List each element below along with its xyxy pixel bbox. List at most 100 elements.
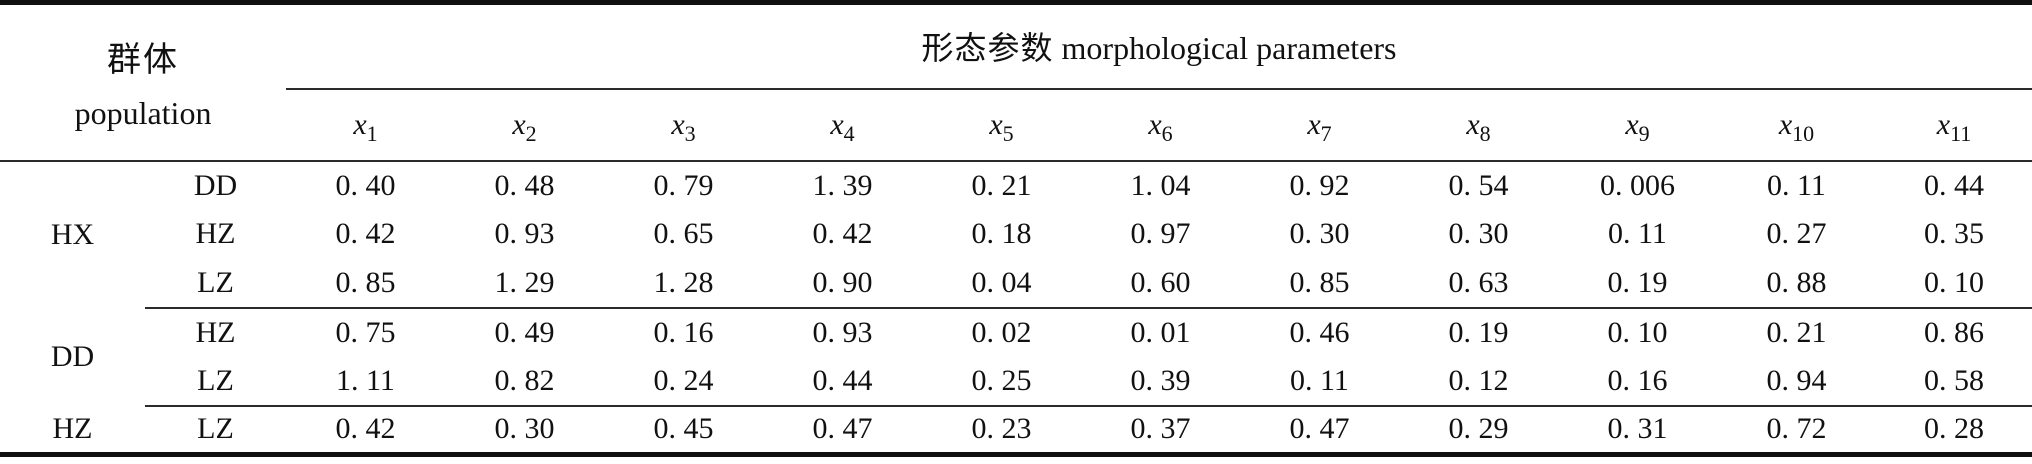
table-row: LZ 0. 85 1. 29 1. 28 0. 90 0. 04 0. 60 0… xyxy=(0,258,2032,309)
value-cell: 0. 85 xyxy=(286,258,445,309)
value-cell: 0. 11 xyxy=(1767,168,1826,202)
value-cell: 0. 27 xyxy=(1766,217,1827,250)
params-title-en: morphological parameters xyxy=(1061,30,1397,67)
value-cell: 0. 60 xyxy=(1081,258,1240,309)
table-row: DD HZ 0. 75 0. 49 0. 16 0. 93 0. 02 0. 0… xyxy=(0,308,2032,373)
value-cell: 0. 02 xyxy=(971,315,1032,349)
col-header-x8: x8 xyxy=(1399,88,1558,162)
value-cell: 0. 97 xyxy=(1130,217,1191,250)
col-header-x10: x10 xyxy=(1717,88,1876,162)
value-cell: 0. 92 xyxy=(1289,168,1350,202)
value-cell: 0. 18 xyxy=(971,217,1032,250)
value-cell: 0. 93 xyxy=(494,217,555,250)
params-title-cn: 形态参数 xyxy=(921,30,1054,67)
value-cell: 0. 94 xyxy=(1717,356,1876,407)
header-row-params: x1 x2 x3 x4 x5 x6 x7 x8 x9 x10 x11 xyxy=(0,88,2032,162)
value-cell: 0. 30 xyxy=(1289,217,1350,250)
value-cell: 0. 90 xyxy=(763,258,922,309)
value-cell: 0. 45 xyxy=(653,412,714,446)
value-cell: 1. 28 xyxy=(604,258,763,309)
value-cell: 0. 79 xyxy=(653,168,714,202)
table-row: HZ LZ 0. 42 0. 30 0. 45 0. 47 0. 23 0. 3… xyxy=(0,406,2032,455)
value-cell: 0. 48 xyxy=(494,168,555,202)
value-cell: 0. 01 xyxy=(1130,315,1191,349)
subgroup-label: HZ xyxy=(195,315,236,349)
value-cell: 0. 82 xyxy=(445,356,604,407)
value-cell: 1. 29 xyxy=(445,258,604,309)
group-column-header: 群体 population xyxy=(0,2,286,162)
value-cell: 0. 16 xyxy=(1558,356,1717,407)
value-cell: 0. 72 xyxy=(1766,412,1827,446)
value-cell: 0. 86 xyxy=(1924,315,1984,349)
value-cell: 0. 93 xyxy=(812,315,873,349)
subgroup-label: HZ xyxy=(195,217,236,250)
value-cell: 0. 39 xyxy=(1081,356,1240,407)
value-cell: 0. 42 xyxy=(335,217,396,250)
value-cell: 0. 49 xyxy=(494,315,555,349)
group-header-cn: 群体 xyxy=(107,42,179,80)
value-cell: 0. 25 xyxy=(922,356,1081,407)
value-cell: 0. 21 xyxy=(971,168,1032,202)
col-header-x4: x4 xyxy=(763,88,922,162)
value-cell: 1. 39 xyxy=(812,168,873,202)
value-cell: 0. 10 xyxy=(1607,315,1668,349)
value-cell: 0. 006 xyxy=(1600,168,1675,202)
col-header-x5: x5 xyxy=(922,88,1081,162)
col-header-x3: x3 xyxy=(604,88,763,162)
value-cell: 0. 37 xyxy=(1130,412,1191,446)
value-cell: 0. 21 xyxy=(1766,315,1827,349)
value-cell: 0. 85 xyxy=(1240,258,1399,309)
value-cell: 0. 19 xyxy=(1558,258,1717,309)
group-label-hz: HZ xyxy=(52,411,93,445)
col-header-x7: x7 xyxy=(1240,88,1399,162)
value-cell: 0. 88 xyxy=(1717,258,1876,309)
value-cell: 0. 04 xyxy=(922,258,1081,309)
value-cell: 0. 11 xyxy=(1240,356,1399,407)
table-row: LZ 1. 11 0. 82 0. 24 0. 44 0. 25 0. 39 0… xyxy=(0,356,2032,407)
value-cell: 0. 42 xyxy=(812,217,873,250)
header-row-title: 群体 population 形态参数 morphological paramet… xyxy=(0,2,2032,162)
value-cell: 0. 63 xyxy=(1399,258,1558,309)
group-header-en: population xyxy=(74,95,212,132)
value-cell: 0. 54 xyxy=(1448,168,1509,202)
value-cell: 0. 23 xyxy=(971,412,1032,446)
value-cell: 0. 24 xyxy=(604,356,763,407)
value-cell: 1. 04 xyxy=(1130,168,1191,202)
subgroup-label: DD xyxy=(193,168,238,202)
value-cell: 0. 46 xyxy=(1289,315,1350,349)
value-cell: 0. 10 xyxy=(1876,258,2032,309)
group-label-dd: DD xyxy=(50,339,95,373)
value-cell: 0. 40 xyxy=(335,168,396,202)
value-cell: 0. 31 xyxy=(1607,412,1668,446)
col-header-x6: x6 xyxy=(1081,88,1240,162)
value-cell: 0. 65 xyxy=(653,217,714,250)
col-header-x11: x11 xyxy=(1876,88,2032,162)
col-header-x2: x2 xyxy=(445,88,604,162)
table-row: HX DD 0. 40 0. 48 0. 79 1. 39 0. 21 1. 0… xyxy=(0,161,2032,251)
value-cell: 0. 29 xyxy=(1448,412,1509,446)
value-cell: 0. 16 xyxy=(653,315,714,349)
params-title: 形态参数 morphological parameters xyxy=(286,2,2032,90)
value-cell: 0. 35 xyxy=(1924,217,1984,250)
subgroup-label: LZ xyxy=(145,356,286,407)
value-cell: 1. 11 xyxy=(286,356,445,407)
group-label-hx: HX xyxy=(50,217,95,251)
value-cell: 0. 47 xyxy=(1289,412,1350,446)
value-cell: 0. 30 xyxy=(494,412,555,446)
value-cell: 0. 44 xyxy=(1924,168,1984,202)
value-cell: 0. 58 xyxy=(1876,356,2032,407)
value-cell: 0. 42 xyxy=(335,412,396,446)
col-header-x1: x1 xyxy=(286,88,445,162)
value-cell: 0. 12 xyxy=(1399,356,1558,407)
table-row: HZ 0. 42 0. 93 0. 65 0. 42 0. 18 0. 97 0… xyxy=(0,210,2032,259)
subgroup-label: LZ xyxy=(197,412,234,446)
value-cell: 0. 11 xyxy=(1608,217,1667,250)
value-cell: 0. 75 xyxy=(335,315,396,349)
col-header-x9: x9 xyxy=(1558,88,1717,162)
value-cell: 0. 30 xyxy=(1448,217,1509,250)
value-cell: 0. 19 xyxy=(1448,315,1509,349)
value-cell: 0. 47 xyxy=(812,412,873,446)
subgroup-label: LZ xyxy=(145,258,286,309)
value-cell: 0. 44 xyxy=(763,356,922,407)
